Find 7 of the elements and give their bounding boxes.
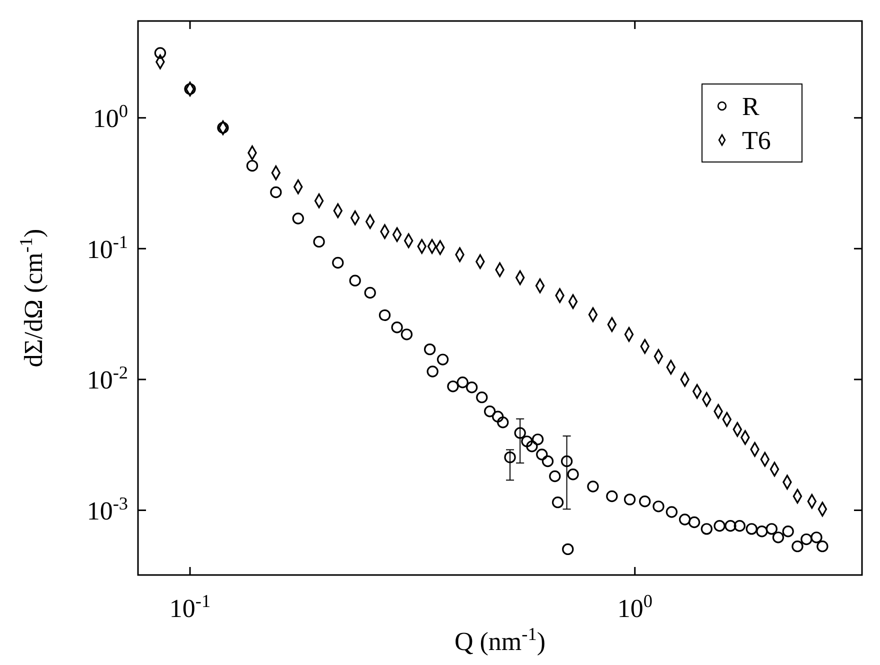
y-tick-label: 10$^{-3}$	[86, 493, 128, 526]
x-axis-title: Q (nm$^{-1}$)	[454, 624, 546, 656]
legend-label: R	[742, 92, 760, 122]
y-tick-label: 10$^{-2}$	[86, 362, 128, 395]
y-tick-label: 10$^{0}$	[92, 100, 128, 133]
y-tick-label: 10$^{-1}$	[86, 232, 128, 264]
legend-label: T6	[742, 126, 771, 156]
